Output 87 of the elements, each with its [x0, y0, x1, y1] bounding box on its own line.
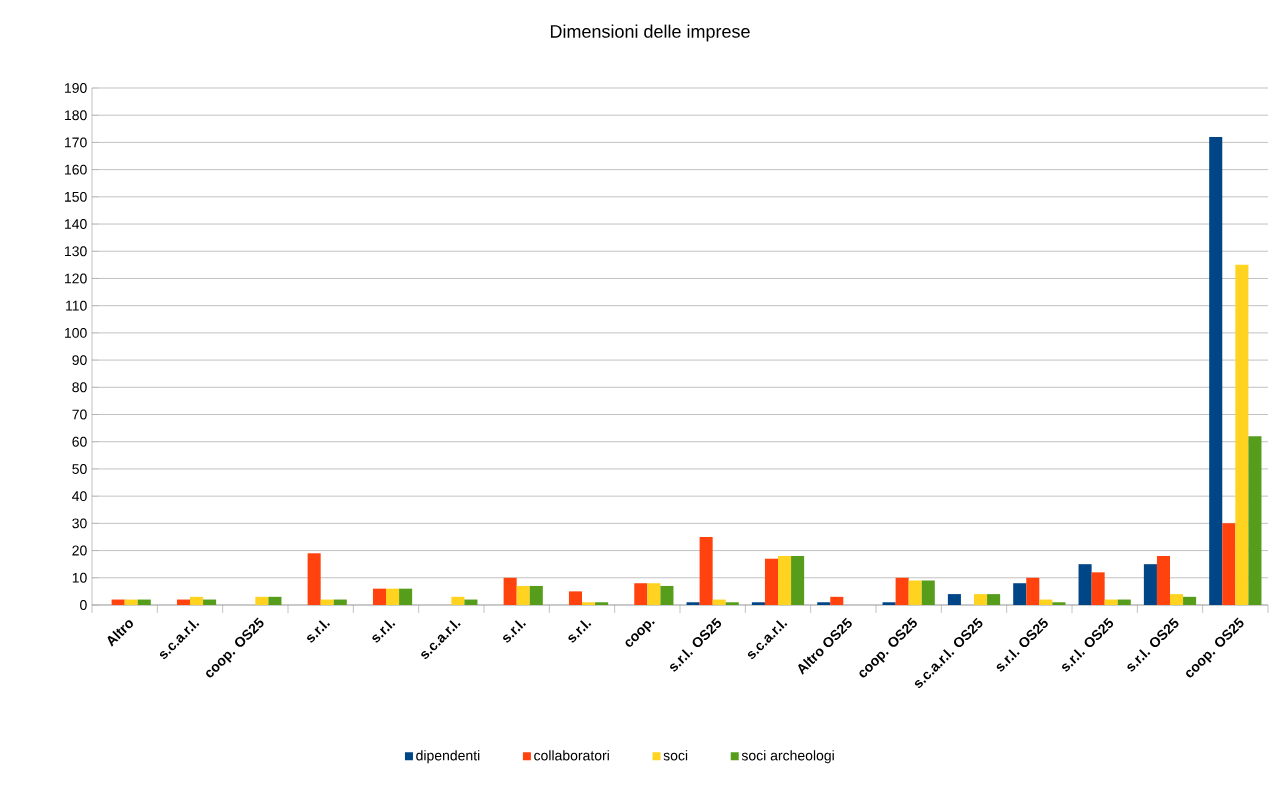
- y-tick-label: 150: [65, 191, 87, 202]
- y-tick-label: 100: [65, 327, 87, 338]
- y-tick-label: 10: [72, 572, 87, 583]
- bar: [725, 602, 739, 605]
- bar: [372, 588, 387, 605]
- bar: [399, 588, 413, 605]
- bar: [190, 596, 204, 605]
- legend-label: soci: [663, 750, 688, 761]
- bar: [908, 580, 922, 605]
- y-tick-label: 110: [66, 300, 87, 311]
- bar: [111, 599, 125, 605]
- bar: [464, 599, 478, 605]
- y-tick-label: 160: [65, 164, 87, 175]
- bar: [647, 583, 661, 605]
- legend-label: collaboratori: [534, 750, 609, 761]
- bar: [529, 585, 543, 605]
- bar: [176, 599, 191, 605]
- bar: [660, 585, 674, 605]
- bar: [751, 602, 765, 605]
- y-tick-label: 70: [72, 409, 87, 420]
- y-tick-label: 30: [72, 518, 87, 529]
- bar: [320, 599, 334, 605]
- bar: [778, 556, 792, 605]
- bar: [582, 602, 596, 605]
- bar: [451, 596, 465, 605]
- bar: [817, 602, 831, 605]
- bar: [947, 594, 961, 605]
- bar: [1104, 599, 1118, 605]
- bar: [686, 602, 700, 605]
- y-tick-label: 170: [65, 137, 87, 148]
- y-tick-label: 140: [65, 219, 87, 230]
- bar: [255, 596, 269, 605]
- bar: [712, 599, 726, 605]
- bar: [1183, 596, 1197, 605]
- bar: [333, 599, 347, 605]
- bar: [203, 599, 217, 605]
- x-tick-label: s.r.l.: [568, 620, 592, 643]
- bar: [1013, 583, 1027, 605]
- y-tick-label: 60: [72, 436, 87, 447]
- bar: [1039, 599, 1053, 605]
- bar: [386, 588, 400, 605]
- bar: [882, 602, 896, 605]
- bar: [699, 536, 713, 605]
- y-tick-label: 90: [72, 355, 87, 366]
- bar: [1170, 594, 1184, 605]
- bar: [1248, 436, 1262, 605]
- x-tick-label: s.r.l.: [372, 620, 396, 643]
- legend-label: soci archeologi: [741, 750, 834, 764]
- bar: [268, 596, 282, 605]
- y-tick-label: 40: [72, 491, 87, 502]
- bar: [1052, 602, 1066, 605]
- y-tick-label: 190: [65, 83, 87, 93]
- x-tick-label: s.r.l.: [503, 620, 526, 643]
- bar: [124, 599, 138, 605]
- bar: [895, 577, 909, 605]
- bar: [503, 577, 517, 605]
- bar: [1235, 264, 1249, 605]
- bar: [987, 594, 1001, 605]
- bar: [1117, 599, 1131, 605]
- bar: [830, 596, 844, 605]
- bar: [634, 583, 648, 605]
- y-tick-label: 80: [72, 382, 87, 393]
- bar: [921, 580, 935, 605]
- bar: [764, 558, 779, 605]
- chart-title: Dimensioni delle imprese: [550, 24, 750, 42]
- bar: [595, 602, 609, 605]
- legend-label: dipendenti: [416, 750, 480, 764]
- bar: [1222, 523, 1236, 605]
- y-tick-label: 20: [72, 545, 87, 556]
- y-tick-label: 120: [65, 273, 87, 284]
- y-tick-label: 130: [65, 246, 87, 257]
- y-tick-label: 180: [65, 110, 87, 121]
- y-tick-label: 0: [80, 600, 87, 610]
- bar: [1091, 572, 1105, 605]
- y-tick-label: 50: [72, 463, 87, 474]
- bar: [568, 591, 583, 605]
- bar: [974, 594, 988, 605]
- x-tick-label: s.r.l.: [307, 620, 330, 643]
- bar: [1209, 136, 1223, 605]
- bar: [137, 599, 151, 605]
- bar: [791, 556, 805, 605]
- bar: [1026, 577, 1040, 605]
- bar: [1156, 556, 1170, 605]
- bar: [1078, 564, 1092, 605]
- bar: [1143, 564, 1157, 605]
- bar: [516, 585, 530, 605]
- bar: [307, 553, 321, 605]
